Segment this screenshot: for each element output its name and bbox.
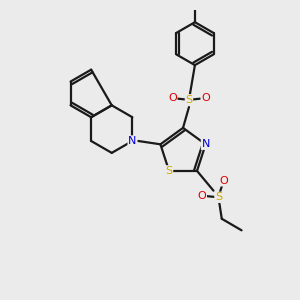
Text: O: O <box>219 176 228 186</box>
Text: O: O <box>168 93 177 103</box>
Text: O: O <box>201 93 210 103</box>
Text: O: O <box>198 191 206 201</box>
Text: S: S <box>166 166 172 176</box>
Text: N: N <box>128 136 136 146</box>
Text: S: S <box>185 95 193 105</box>
Text: S: S <box>215 192 222 202</box>
Text: N: N <box>202 139 210 149</box>
